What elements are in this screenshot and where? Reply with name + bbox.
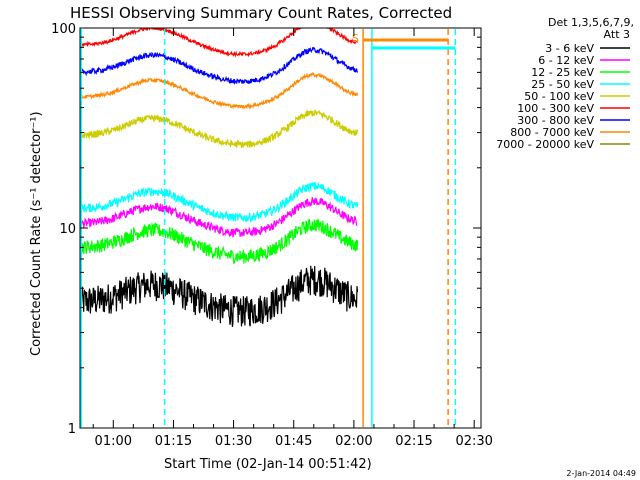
x-tick-label: 01:00	[95, 434, 132, 449]
x-tick-label: 02:00	[335, 434, 372, 449]
series-line	[80, 46, 359, 85]
series-line	[80, 265, 359, 327]
legend-entry: 12 - 25 keV	[531, 66, 594, 79]
chart-title: HESSI Observing Summary Count Rates, Cor…	[70, 4, 452, 22]
series-line	[80, 28, 359, 58]
x-tick-label: 02:30	[455, 434, 492, 449]
legend-attenuator: Att 3	[604, 28, 630, 41]
series-line	[80, 108, 359, 149]
legend-entry: 3 - 6 keV	[545, 42, 594, 55]
legend-entry: 7000 - 20000 keV	[496, 138, 594, 151]
y-axis-label: Corrected Count Rate (s⁻¹ detector⁻¹)	[29, 111, 44, 356]
legend-entry: 50 - 100 keV	[524, 90, 594, 103]
flag-marker: S	[352, 32, 359, 45]
date-stamp: 2-Jan-2014 04:49	[566, 469, 636, 478]
plot-frame	[79, 27, 482, 429]
series-line	[80, 182, 359, 223]
x-tick-label: 01:30	[215, 434, 252, 449]
series-line	[80, 196, 358, 238]
x-axis: 01:00 01:15 01:30 01:45 02:00 02:15 02:30	[92, 28, 493, 449]
legend-entry: 25 - 50 keV	[531, 78, 594, 91]
y-axis: 1 10 100	[51, 22, 481, 437]
series-line	[80, 72, 359, 110]
legend-entry: 6 - 12 keV	[538, 54, 594, 67]
x-axis-label: Start Time (02-Jan-14 00:51:42)	[164, 457, 372, 472]
x-tick-label: 01:15	[155, 434, 192, 449]
y-tick-label: 10	[59, 222, 76, 237]
flag-markers: S	[352, 32, 359, 45]
legend-entry: 300 - 800 keV	[517, 114, 594, 127]
legend-detectors: Det 1,3,5,6,7,9,	[548, 16, 634, 29]
series-layer	[80, 28, 359, 327]
y-tick-label: 100	[51, 22, 76, 37]
vertical-markers	[80, 29, 457, 427]
y-tick-label: 1	[68, 422, 76, 437]
legend-entry: 100 - 300 keV	[517, 102, 594, 115]
x-tick-label: 01:45	[275, 434, 312, 449]
x-tick-label: 02:15	[395, 434, 432, 449]
series-line	[80, 218, 359, 264]
legend-entry: 800 - 7000 keV	[510, 126, 594, 139]
